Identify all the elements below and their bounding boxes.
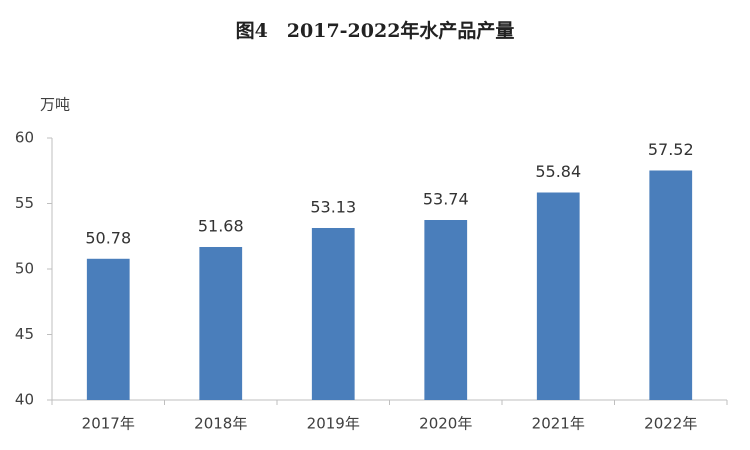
- y-tick-label: 45: [15, 325, 34, 343]
- y-tick-label: 40: [15, 391, 34, 409]
- y-tick-label: 50: [15, 260, 34, 278]
- bar: [536, 192, 580, 400]
- x-tick-label: 2019年: [307, 415, 360, 433]
- bar: [311, 227, 355, 400]
- y-axis-label: 万吨: [40, 96, 70, 114]
- y-tick-label: 55: [15, 194, 34, 212]
- value-label: 53.13: [310, 197, 356, 216]
- value-label: 55.84: [535, 162, 581, 181]
- value-label: 51.68: [198, 216, 244, 235]
- y-tick-label: 60: [15, 129, 34, 147]
- bar: [424, 220, 468, 400]
- x-tick-label: 2020年: [419, 415, 472, 433]
- x-tick-label: 2017年: [82, 415, 135, 433]
- value-label: 53.74: [423, 190, 469, 209]
- x-tick-label: 2021年: [532, 415, 585, 433]
- bar: [86, 258, 130, 400]
- value-label: 50.78: [85, 228, 131, 247]
- bar: [649, 170, 693, 400]
- x-tick-label: 2018年: [194, 415, 247, 433]
- chart-title: 图4 2017-2022年水产品产量: [236, 19, 515, 42]
- value-label: 57.52: [648, 140, 694, 159]
- x-tick-label: 2022年: [644, 415, 697, 433]
- bar: [199, 246, 243, 400]
